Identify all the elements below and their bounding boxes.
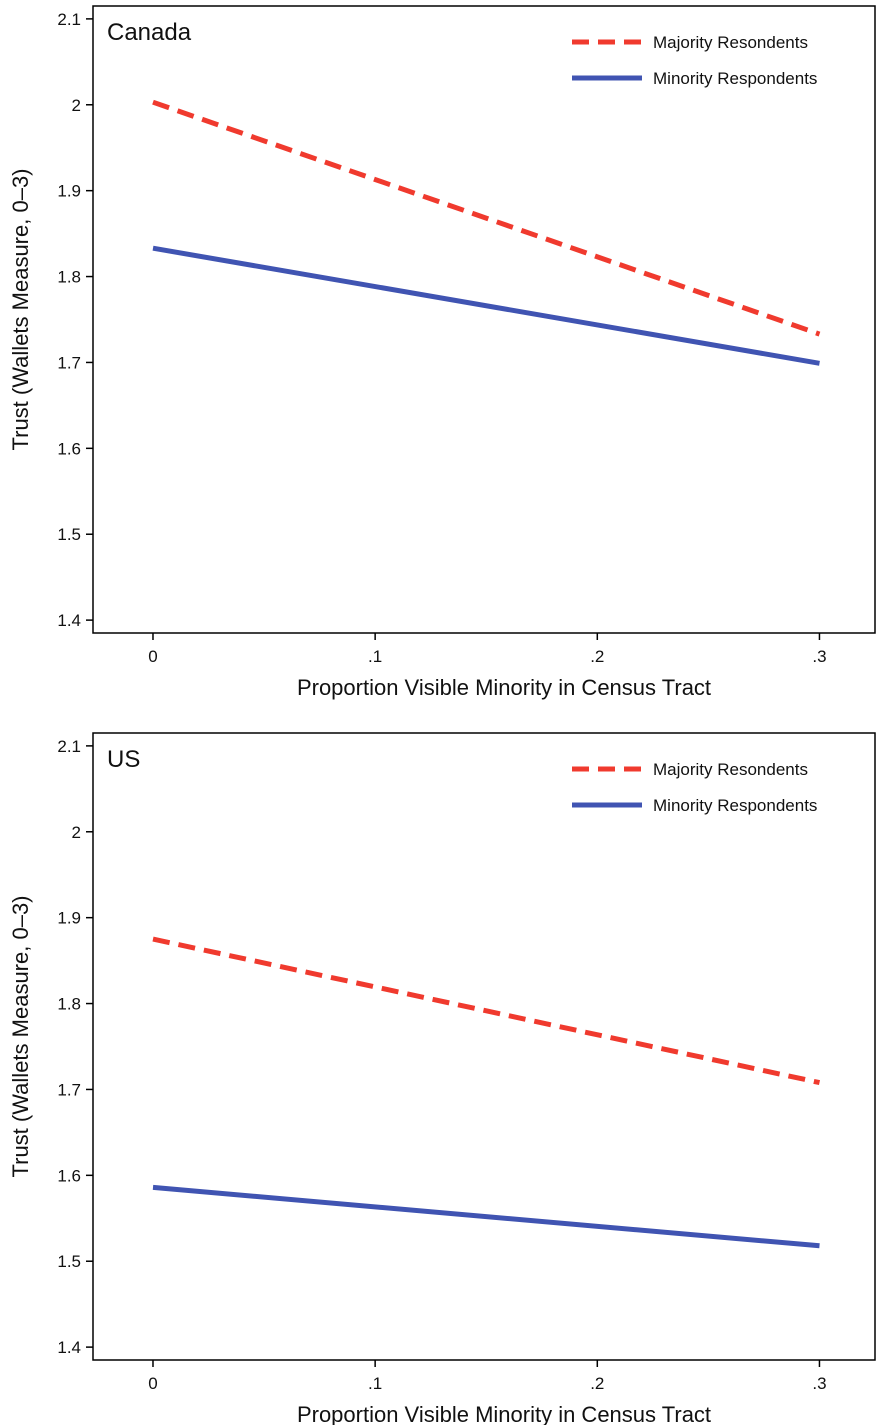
panel-title: US	[107, 746, 140, 773]
plot-frame	[92, 5, 876, 634]
series-line-majority	[152, 936, 821, 1086]
x-tick-label: .3	[812, 647, 826, 666]
panel-title: Canada	[107, 19, 192, 46]
series-line-minority	[152, 245, 820, 366]
y-tick-label: 1.6	[57, 1166, 81, 1185]
x-axis-label: Proportion Visible Minority in Census Tr…	[297, 675, 711, 700]
legend-label: Majority Resondents	[653, 760, 808, 779]
y-tick-label: 1.7	[57, 1080, 81, 1099]
y-tick-label: 2.1	[57, 737, 81, 756]
y-tick-label: 1.8	[57, 995, 81, 1014]
x-tick-label: 0	[148, 647, 157, 666]
x-axis-label: Proportion Visible Minority in Census Tr…	[297, 1402, 711, 1425]
series-line-minority	[152, 1184, 820, 1249]
y-tick-label: 1.5	[57, 1252, 81, 1271]
x-tick-label: 0	[148, 1374, 157, 1393]
y-axis-label: Trust (Wallets Measure, 0–3)	[8, 895, 33, 1177]
y-tick-label: 1.9	[57, 909, 81, 928]
x-tick-label: .3	[812, 1374, 826, 1393]
y-axis-label: Trust (Wallets Measure, 0–3)	[8, 168, 33, 450]
y-tick-label: 2	[72, 823, 81, 842]
y-tick-label: 1.6	[57, 439, 81, 458]
legend-label: Majority Resondents	[653, 33, 808, 52]
chart-panel-1: 1.4 1.5 1.6 1.7 1.8 1.9 2 2.1 0 .1 .2 .3 Proportion …	[8, 5, 876, 700]
legend-label: Minority Respondents	[653, 796, 817, 815]
plot-frame	[92, 732, 876, 1361]
y-tick-label: 1.7	[57, 353, 81, 372]
x-tick-label: .2	[590, 1374, 604, 1393]
y-tick-label: 1.9	[57, 182, 81, 201]
y-tick-label: 1.8	[57, 268, 81, 287]
x-tick-label: .1	[368, 647, 382, 666]
chart-panel-2: 1.4 1.5 1.6 1.7 1.8 1.9 2 2.1 0 .1 .2 .3 Proportion …	[8, 732, 876, 1425]
y-tick-label: 1.4	[57, 1338, 81, 1357]
series-line-majority	[152, 99, 821, 337]
legend-label: Minority Respondents	[653, 69, 817, 88]
y-tick-label: 2.1	[57, 10, 81, 29]
y-tick-label: 2	[72, 96, 81, 115]
x-tick-label: .2	[590, 647, 604, 666]
y-tick-label: 1.5	[57, 525, 81, 544]
x-tick-label: .1	[368, 1374, 382, 1393]
y-tick-label: 1.4	[57, 611, 81, 630]
